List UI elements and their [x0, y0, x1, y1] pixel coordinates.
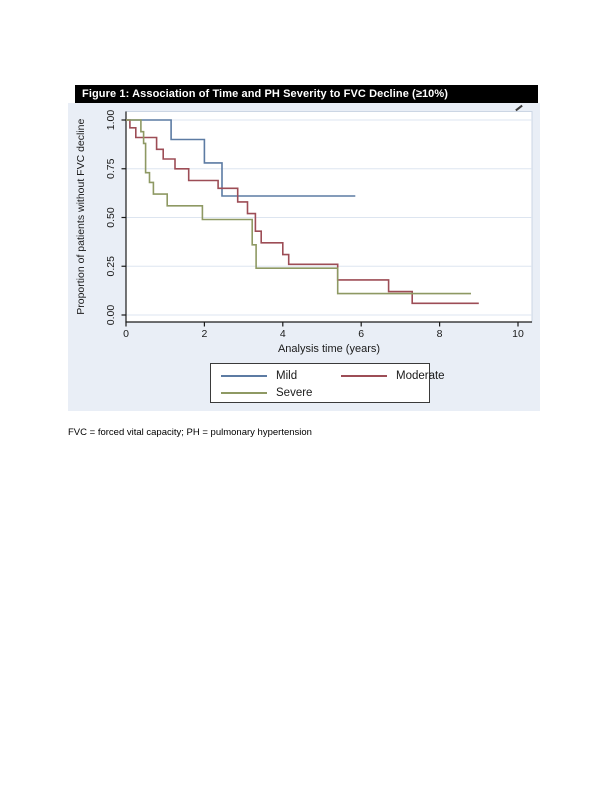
x-tick-label: 10 — [512, 328, 524, 340]
y-tick-label: 0.50 — [105, 207, 117, 228]
legend-label-severe: Severe — [276, 387, 313, 399]
y-tick-label: 1.00 — [105, 110, 117, 131]
figure-area: 0.00 0.25 0.50 0.75 1.00 0 2 4 6 8 10 Analysis time… — [68, 103, 540, 411]
series-line-mild — [126, 119, 356, 197]
plot-area — [125, 111, 533, 323]
legend-item-moderate: Moderate — [341, 369, 445, 383]
km-chart-svg: 0.00 0.25 0.50 0.75 1.00 0 2 4 6 8 10 Analysis time… — [75, 110, 533, 355]
legend-label-moderate: Moderate — [396, 370, 445, 382]
y-axis-title: Proportion of patients without FVC decli… — [75, 118, 87, 314]
x-tick-label: 2 — [201, 328, 207, 340]
figure-title: Figure 1: Association of Time and PH Sev… — [82, 88, 449, 100]
x-tick-label: 8 — [437, 328, 443, 340]
figure-footnote: FVC = forced vital capacity; PH = pulmon… — [68, 427, 312, 438]
y-tick-label: 0.75 — [105, 158, 117, 179]
y-tick-label: 0.25 — [105, 256, 117, 277]
x-tick-label: 0 — [123, 328, 129, 340]
legend-label-mild: Mild — [276, 370, 298, 382]
x-axis-title: Analysis time (years) — [278, 343, 380, 355]
legend-item-mild: Mild — [221, 369, 297, 383]
y-tick-label: 0.00 — [105, 305, 117, 326]
x-tick-label: 6 — [358, 328, 364, 340]
x-tick-label: 4 — [280, 328, 286, 340]
legend-line-mild-icon — [221, 375, 267, 377]
figure-title-bar: Figure 1: Association of Time and PH Sev… — [75, 85, 538, 103]
legend-item-severe: Severe — [221, 386, 312, 400]
legend-line-moderate-icon — [341, 375, 387, 377]
series-line-severe — [126, 119, 471, 295]
legend: Mild Moderate Severe — [210, 363, 445, 403]
legend-line-severe-icon — [221, 392, 267, 394]
